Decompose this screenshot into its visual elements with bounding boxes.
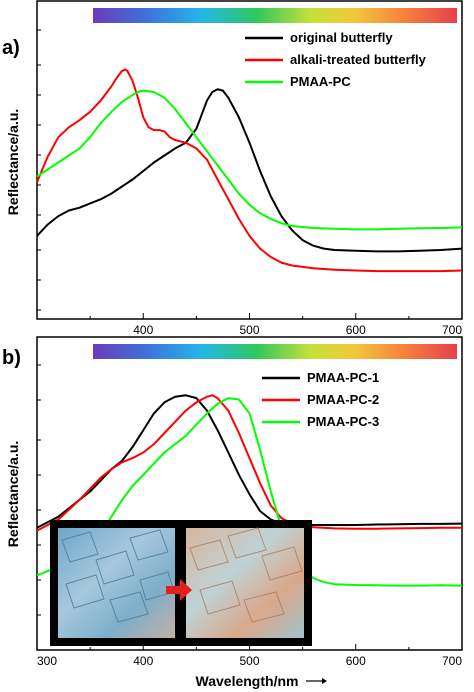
panel-b-lines	[36, 394, 463, 587]
legend-label-pmaa-pc-3: PMAA-PC-3	[307, 414, 379, 429]
legend-label-original-butterfly: original butterfly	[290, 30, 393, 45]
panel-b-x-axis-label: Wavelength/nm	[196, 673, 299, 689]
x-tick-label-400: 400	[133, 654, 153, 668]
x-tick-label-400: 400	[133, 323, 153, 337]
inset-arrow-icon	[166, 579, 192, 601]
x-tick-label-500: 500	[239, 323, 259, 337]
series-line-original-butterfly	[36, 88, 463, 253]
panel-a: a) Reflectance/a.u. 400 500 600 700 origina…	[2, 0, 463, 337]
x-tick-label-700: 700	[442, 654, 462, 668]
inset-micrographs	[50, 520, 312, 646]
panel-a-label: a)	[2, 37, 20, 59]
series-line-pmaa-pc	[36, 89, 463, 231]
panel-b-x-axis-arrow-icon	[306, 678, 327, 684]
series-line-pmaa-pc-3	[36, 397, 463, 587]
panel-b-x-ticks: 300 400 500 600 700	[36, 364, 463, 668]
panel-b-y-axis-label: Reflectance/a.u.	[5, 441, 21, 548]
series-line-alkali-treated-butterfly	[36, 68, 463, 273]
panel-a-lines	[36, 68, 463, 273]
legend-label-pmaa-pc-1: PMAA-PC-1	[307, 370, 379, 385]
panel-b-label: b)	[2, 347, 21, 369]
legend-label-alkali-treated-butterfly: alkali-treated butterfly	[290, 52, 427, 67]
inset-after-scale-pattern	[189, 527, 303, 623]
inset-image-before	[58, 528, 175, 638]
x-tick-label-600: 600	[346, 323, 366, 337]
inset-image-after	[186, 528, 304, 638]
x-tick-label-300: 300	[37, 654, 57, 668]
legend-label-pmaa-pc: PMAA-PC	[290, 74, 351, 89]
panel-a-spectrum-bar	[93, 8, 457, 23]
panel-b-legend: PMAA-PC-1 PMAA-PC-2 PMAA-PC-3	[262, 370, 379, 429]
x-tick-label-700: 700	[442, 323, 462, 337]
panel-b: b) Reflectance/a.u. 300 400 500 600 700 PMAA…	[2, 336, 463, 689]
inset-before-scale-pattern	[61, 529, 175, 623]
x-tick-label-600: 600	[346, 654, 366, 668]
panel-a-y-axis-label: Reflectance/a.u.	[5, 109, 21, 216]
panel-a-x-ticks: 400 500 600 700	[36, 29, 463, 337]
x-tick-label-500: 500	[239, 654, 259, 668]
legend-label-pmaa-pc-2: PMAA-PC-2	[307, 392, 379, 407]
panel-b-spectrum-bar	[93, 344, 457, 359]
panel-a-legend: original butterfly alkali-treated butterf…	[245, 30, 427, 89]
series-line-pmaa-pc-2	[36, 394, 462, 532]
